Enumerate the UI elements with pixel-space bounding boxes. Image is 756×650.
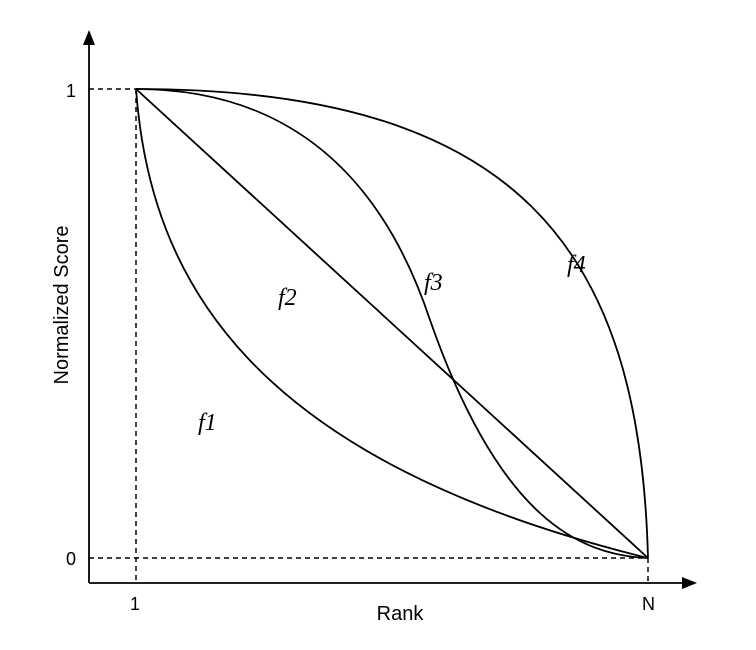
x-tick-n: N <box>642 594 655 614</box>
x-axis-arrow <box>682 577 697 589</box>
curve-label-f2: f2 <box>278 285 297 311</box>
x-tick-1: 1 <box>130 594 140 614</box>
y-tick-1: 1 <box>66 81 76 101</box>
curve-f1 <box>135 88 649 559</box>
curve-label-f1: f1 <box>198 410 217 436</box>
y-axis-label: Normalized Score <box>51 226 73 385</box>
curve-f2 <box>135 88 649 559</box>
x-axis-label: Rank <box>377 603 425 625</box>
y-axis-arrow <box>83 30 95 45</box>
curve-label-f4: f4 <box>567 252 586 278</box>
y-tick-0: 0 <box>66 549 76 569</box>
curve-f4 <box>135 88 649 559</box>
curve-label-f3: f3 <box>424 270 443 296</box>
curve-f3 <box>135 88 649 559</box>
